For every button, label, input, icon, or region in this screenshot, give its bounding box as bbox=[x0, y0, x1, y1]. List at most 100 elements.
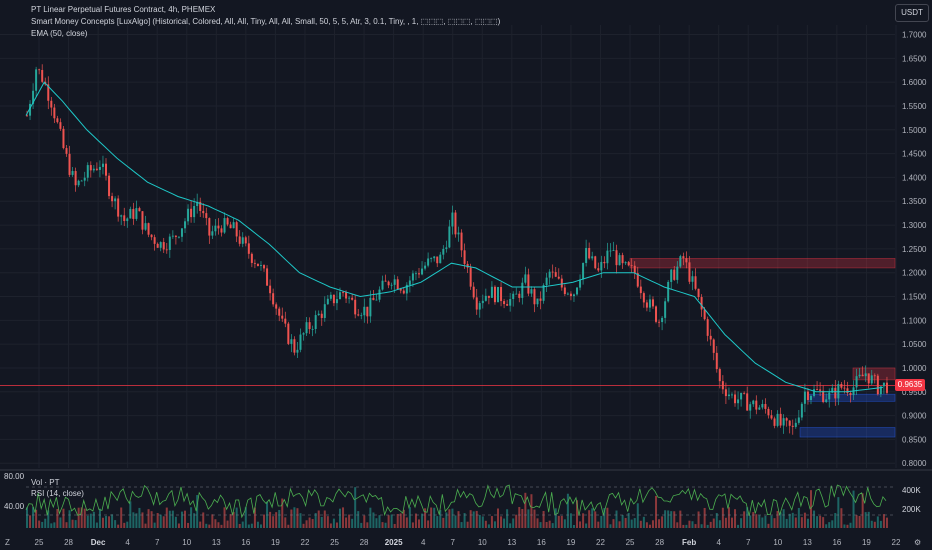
volume-bar bbox=[490, 516, 493, 528]
volume-bar bbox=[247, 524, 250, 528]
candle-body bbox=[506, 304, 509, 306]
price-tick-label: 1.5500 bbox=[902, 102, 927, 111]
candle-body bbox=[363, 306, 366, 316]
volume-bar bbox=[174, 516, 177, 528]
candle-body bbox=[639, 286, 642, 294]
symbol-title[interactable]: PT Linear Perpetual Futures Contract, 4h… bbox=[31, 5, 216, 14]
candle-body bbox=[74, 171, 77, 186]
settings-icon[interactable]: ⚙ bbox=[914, 538, 921, 547]
candle-body bbox=[77, 180, 80, 186]
volume-bar bbox=[636, 503, 639, 528]
volume-bar bbox=[141, 512, 144, 528]
candle-body bbox=[53, 107, 56, 119]
volume-bar bbox=[591, 508, 594, 528]
volume-bar bbox=[885, 517, 888, 528]
candle-body bbox=[849, 393, 852, 396]
volume-bar bbox=[734, 509, 737, 528]
volume-bar bbox=[253, 507, 256, 528]
candle-body bbox=[740, 392, 743, 400]
volume-bar bbox=[806, 518, 809, 528]
volume-bar bbox=[588, 510, 591, 528]
volume-bar bbox=[427, 520, 430, 528]
time-tick-label: 4 bbox=[716, 538, 721, 547]
candle-body bbox=[521, 282, 524, 298]
volume-bar bbox=[430, 507, 433, 528]
candle-body bbox=[98, 166, 101, 170]
candle-body bbox=[399, 289, 402, 291]
volume-bar bbox=[393, 523, 396, 528]
price-tick-label: 1.0000 bbox=[902, 364, 927, 373]
volume-bar bbox=[123, 522, 126, 528]
volume-bar bbox=[281, 498, 284, 528]
smc-indicator-label[interactable]: Smart Money Concepts [LuxAlgo] (Historic… bbox=[31, 17, 501, 26]
price-tick-label: 1.4000 bbox=[902, 173, 927, 182]
volume-bar bbox=[184, 510, 187, 528]
rsi-label[interactable]: RSI (14, close) bbox=[31, 489, 84, 498]
candle-body bbox=[305, 322, 308, 334]
volume-bar bbox=[411, 522, 414, 528]
time-tick-label: 19 bbox=[862, 538, 871, 547]
candle-body bbox=[138, 208, 141, 212]
candle-body bbox=[791, 425, 794, 427]
candle-body bbox=[229, 224, 232, 229]
candle-body bbox=[214, 225, 217, 232]
candle-body bbox=[524, 274, 527, 283]
candle-body bbox=[730, 394, 733, 396]
volume-bar bbox=[712, 518, 715, 528]
candle-body bbox=[65, 148, 68, 154]
volume-bar bbox=[338, 508, 341, 528]
volume-bar bbox=[791, 512, 794, 528]
price-tick-label: 1.3500 bbox=[902, 197, 927, 206]
volume-bar bbox=[326, 516, 329, 528]
price-axis[interactable]: 1.7000 1.6500 1.6000 1.5500 1.5000 1.4500 1.40… bbox=[902, 31, 927, 469]
price-tick-label: 1.1500 bbox=[902, 293, 927, 302]
volume-bar bbox=[572, 524, 575, 528]
time-tick-label: 16 bbox=[832, 538, 841, 547]
candle-body bbox=[223, 218, 226, 233]
volume-bar bbox=[126, 521, 129, 528]
volume-bar bbox=[679, 510, 682, 528]
candle-body bbox=[59, 122, 62, 129]
candle-body bbox=[825, 399, 828, 403]
volume-bar bbox=[642, 516, 645, 528]
candle-body bbox=[290, 339, 293, 344]
candle-body bbox=[293, 339, 296, 353]
volume-bar bbox=[35, 509, 38, 528]
candle-body bbox=[454, 212, 457, 235]
candle-body bbox=[572, 294, 575, 297]
volume-bar bbox=[220, 524, 223, 528]
candle-body bbox=[238, 236, 241, 244]
volume-bar bbox=[436, 516, 439, 528]
volume-bar bbox=[305, 520, 308, 528]
candle-body bbox=[758, 407, 761, 410]
volume-bar bbox=[442, 517, 445, 528]
candle-body bbox=[709, 335, 712, 340]
candle-body bbox=[773, 418, 776, 426]
timezone-icon[interactable]: Z bbox=[5, 538, 10, 547]
candle-body bbox=[867, 373, 870, 384]
volume-bar bbox=[162, 516, 165, 528]
volume-bar bbox=[803, 512, 806, 528]
candle-body bbox=[478, 303, 481, 310]
candle-body bbox=[29, 103, 32, 116]
candle-body bbox=[351, 297, 354, 300]
volume-bar bbox=[685, 524, 688, 528]
ema-indicator-label[interactable]: EMA (50, close) bbox=[31, 29, 88, 38]
volume-label[interactable]: Vol · PT bbox=[31, 478, 60, 487]
candle-body bbox=[174, 235, 177, 237]
candle-body bbox=[642, 293, 645, 303]
volume-bar bbox=[448, 509, 451, 528]
volume-bar bbox=[65, 522, 68, 528]
currency-button[interactable]: USDT bbox=[895, 4, 929, 22]
time-tick-label: 28 bbox=[64, 538, 73, 547]
volume-bar bbox=[454, 515, 457, 528]
volume-bar bbox=[688, 520, 691, 528]
time-tick-label: 13 bbox=[803, 538, 812, 547]
time-tick-label: 7 bbox=[155, 538, 160, 547]
candle-body bbox=[332, 294, 335, 304]
candle-body bbox=[354, 299, 357, 315]
time-axis[interactable]: 25 28 Dec 4 7 10 13 16 19 22 25 28 2025 4 7 10 13 16 19 22 2… bbox=[35, 538, 901, 547]
time-tick-label: 4 bbox=[421, 538, 426, 547]
candle-body bbox=[667, 281, 670, 302]
